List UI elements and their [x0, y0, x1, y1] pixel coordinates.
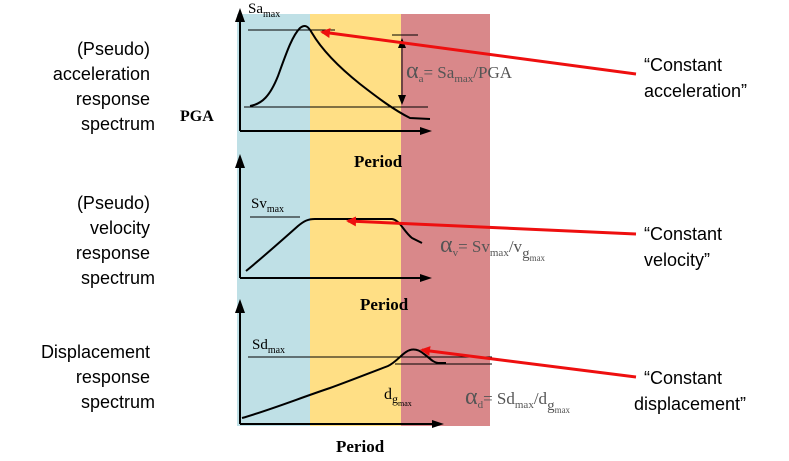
- acc-spectrum-description: (Pseudo) acceleration response spectrum: [53, 39, 155, 134]
- acc-period-label: Period: [354, 152, 403, 171]
- left-labels: (Pseudo) acceleration response spectrum …: [41, 39, 155, 412]
- disp-peak-label: Sdmax: [252, 337, 285, 356]
- constant-displacement-label: “Constant displacement”: [634, 368, 746, 414]
- acc-ratio-formula: αa= Samax/PGA: [406, 58, 513, 85]
- vel-y-axis-arrowhead: [235, 154, 245, 168]
- disp-x-axis-arrowhead: [432, 420, 444, 428]
- constant-velocity-arrow: [346, 216, 637, 236]
- disp-y-axis-arrowhead: [235, 299, 245, 313]
- vel-spectrum-curve: [245, 218, 423, 272]
- vel-ratio-formula: αv= Svmax/vgmax: [440, 232, 546, 263]
- right-labels: “Constant acceleration” “Constant veloci…: [634, 55, 747, 414]
- acc-bracket-arrow-down: [398, 95, 406, 105]
- pga-label: PGA: [180, 108, 214, 125]
- acc-x-axis-arrowhead: [420, 127, 432, 135]
- vel-period-label: Period: [360, 295, 409, 314]
- constant-velocity-label: “Constant velocity”: [644, 224, 727, 270]
- pointer-arrows: [320, 28, 637, 379]
- disp-spectrum-description: Displacement response spectrum: [41, 342, 155, 412]
- velocity-spectrum-panel: Svmax αv= Svmax/vgmax Period: [235, 154, 546, 314]
- vel-x-axis-arrowhead: [420, 274, 432, 282]
- acc-spectrum-curve: [249, 24, 431, 120]
- disp-ground-label: dgmax: [384, 386, 412, 408]
- constant-acceleration-arrow: [320, 28, 637, 76]
- acceleration-spectrum-panel: Samax PGA αa= Samax/PGA Period: [180, 1, 513, 171]
- disp-period-label: Period: [336, 437, 385, 456]
- vel-spectrum-description: (Pseudo) velocity response spectrum: [76, 193, 155, 288]
- acc-y-axis-arrowhead: [235, 8, 245, 22]
- acc-peak-label: Samax: [248, 1, 280, 20]
- constant-displacement-arrow: [420, 346, 637, 379]
- disp-ratio-formula: αd= Sdmax/dgmax: [465, 384, 571, 415]
- constant-acceleration-label: “Constant acceleration”: [644, 55, 747, 101]
- vel-peak-label: Svmax: [251, 196, 284, 215]
- short-period-band: [237, 14, 310, 426]
